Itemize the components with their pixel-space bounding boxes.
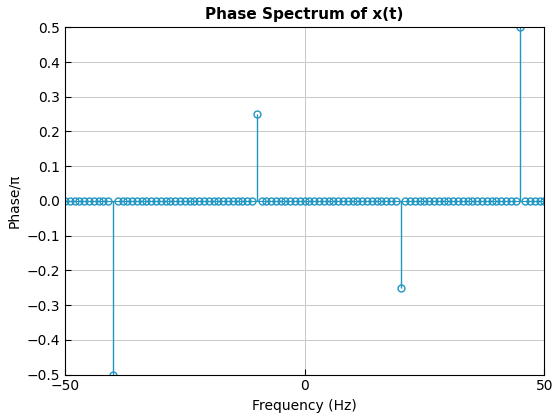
Y-axis label: Phase/π: Phase/π xyxy=(7,174,21,228)
Title: Phase Spectrum of x(t): Phase Spectrum of x(t) xyxy=(206,7,404,22)
X-axis label: Frequency (Hz): Frequency (Hz) xyxy=(252,399,357,413)
